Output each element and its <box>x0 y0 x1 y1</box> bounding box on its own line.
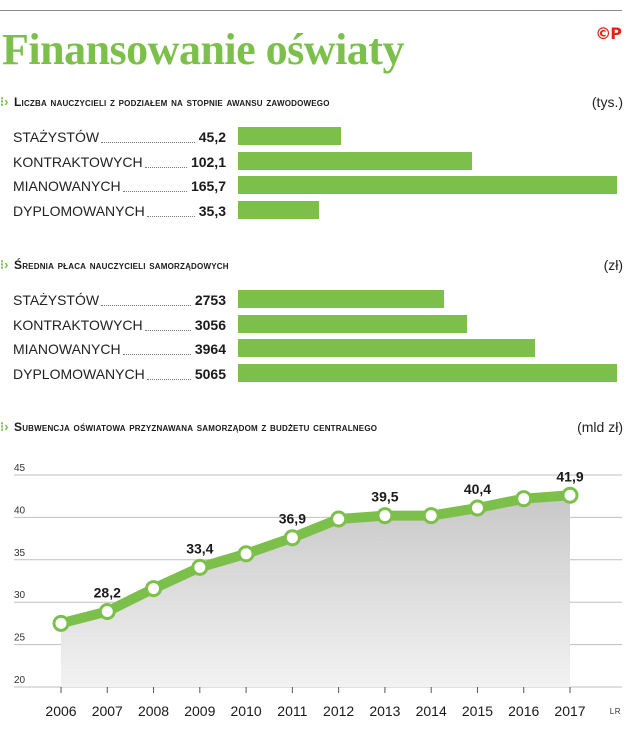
section3-header: ⁝› Subwencja oświatowa przyznawana samor… <box>0 419 623 439</box>
y-tick-label: 35 <box>14 548 26 559</box>
data-label: 40,4 <box>464 481 491 497</box>
value-label: 45,2 <box>198 129 226 145</box>
bar <box>238 314 467 333</box>
data-label: 39,5 <box>371 489 398 505</box>
area-fill <box>61 495 570 687</box>
x-tick-label: 2006 <box>45 703 76 719</box>
dots-arrow-icon: ⁝› <box>0 257 9 272</box>
bar <box>238 363 617 382</box>
category-label: DYPLOMOWANYCH <box>13 365 145 382</box>
bar <box>238 151 472 170</box>
section1-header: ⁝› Liczba nauczycieli z podziałem na sto… <box>0 94 623 114</box>
bar-row: DYPLOMOWANYCH 5065 <box>0 363 622 386</box>
section2-unit: (zł) <box>603 257 623 273</box>
bar-row: KONTRAKTOWYCH 3056 <box>0 314 622 337</box>
bar <box>238 176 617 194</box>
category-label: DYPLOMOWANYCH <box>13 202 145 219</box>
logo: ©P <box>595 24 622 43</box>
data-point <box>561 486 579 504</box>
value-label: 165,7 <box>190 178 226 194</box>
leader-dots <box>146 215 195 217</box>
data-point <box>98 602 116 620</box>
data-point <box>191 558 209 576</box>
x-tick-label: 2011 <box>277 703 307 719</box>
value-label: 3964 <box>194 341 226 357</box>
bar <box>238 200 319 219</box>
category-label: STAŻYSTÓW <box>13 292 100 308</box>
dots-arrow-icon: ⁝› <box>0 94 9 109</box>
value-label: 102,1 <box>190 153 226 170</box>
data-point <box>52 614 70 632</box>
bar-row: STAŻYSTÓW 45,2 <box>0 127 622 149</box>
bar <box>238 339 535 357</box>
bar-row: KONTRAKTOWYCH 102,1 <box>0 151 622 174</box>
credit: LR <box>609 707 621 716</box>
bar-row: DYPLOMOWANYCH 35,3 <box>0 200 622 223</box>
x-tick-label: 2013 <box>369 703 400 719</box>
data-point <box>376 507 394 525</box>
section1-unit: (tys.) <box>591 94 623 110</box>
data-point <box>145 580 163 598</box>
y-tick-label: 40 <box>14 505 26 516</box>
subsidy-area-chart: 20 25 30 35 40 45 2006 28,2 2007 2008 33,4 2009 2010… <box>14 463 622 719</box>
leader-dots <box>101 142 195 143</box>
section2-header: ⁝› Średnia płaca nauczycieli samorządowy… <box>0 257 623 277</box>
bar <box>238 290 444 308</box>
value-label: 35,3 <box>198 202 226 219</box>
value-label: 5065 <box>194 365 226 382</box>
value-label: 2753 <box>194 292 226 308</box>
category-label: MIANOWANYCH <box>13 178 121 194</box>
leader-dots <box>122 191 187 192</box>
category-label: STAŻYSTÓW <box>13 129 100 145</box>
bar-row: MIANOWANYCH 165,7 <box>0 176 622 198</box>
y-tick-label: 30 <box>14 590 26 601</box>
category-label: KONTRAKTOWYCH <box>13 153 143 170</box>
leader-dots <box>144 329 191 331</box>
data-point <box>422 507 440 525</box>
x-tick-label: 2007 <box>92 703 123 719</box>
data-point <box>468 499 486 517</box>
section2-title: Średnia płaca nauczycieli samorządowych <box>14 258 229 272</box>
x-tick-label: 2016 <box>508 703 539 719</box>
leader-dots <box>122 354 191 355</box>
y-tick-label: 25 <box>14 633 26 644</box>
dots-arrow-icon: ⁝› <box>0 419 9 434</box>
section3-title: Subwencja oświatowa przyznawana samorząd… <box>14 420 378 434</box>
leader-dots <box>101 305 191 306</box>
value-label: 3056 <box>194 316 226 333</box>
bar <box>238 127 342 145</box>
leader-dots <box>146 378 191 380</box>
data-point <box>283 529 301 547</box>
data-point <box>515 490 533 508</box>
x-tick-label: 2008 <box>138 703 169 719</box>
x-tick-label: 2012 <box>323 703 354 719</box>
data-label: 28,2 <box>94 584 121 600</box>
category-label: KONTRAKTOWYCH <box>13 316 143 333</box>
leader-dots <box>144 166 187 168</box>
x-tick-label: 2010 <box>231 703 262 719</box>
bar-row: MIANOWANYCH 3964 <box>0 339 622 361</box>
y-tick-label: 45 <box>14 463 26 474</box>
data-label: 36,9 <box>279 511 306 527</box>
x-tick-label: 2009 <box>184 703 215 719</box>
section3-unit: (mld zł) <box>577 419 623 435</box>
x-tick-label: 2017 <box>554 703 585 719</box>
bar-row: STAŻYSTÓW 2753 <box>0 290 622 312</box>
section1-title: Liczba nauczycieli z podziałem na stopni… <box>14 95 330 109</box>
category-label: MIANOWANYCH <box>13 341 121 357</box>
top-rule <box>0 10 622 11</box>
x-tick-label: 2015 <box>462 703 493 719</box>
page-title: Finansowanie oświaty <box>2 25 404 74</box>
y-tick-label: 20 <box>14 675 26 686</box>
data-point <box>330 510 348 528</box>
x-tick-label: 2014 <box>416 703 447 719</box>
data-label: 41,9 <box>556 468 583 484</box>
data-point <box>237 545 255 563</box>
data-label: 33,4 <box>186 540 213 556</box>
